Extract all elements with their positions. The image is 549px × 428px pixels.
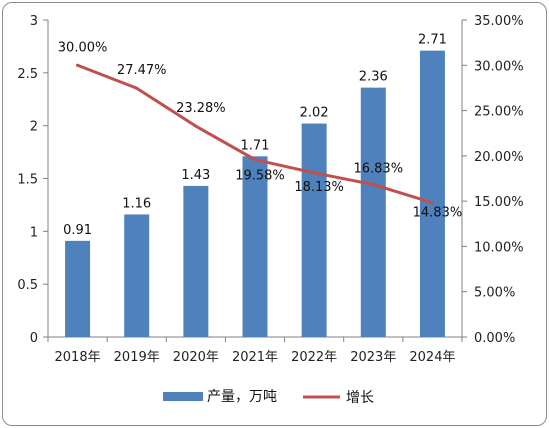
x-tick-label: 2021年 [232,350,278,365]
bar-data-label: 1.43 [181,168,210,183]
legend: 产量，万吨 增长 [163,389,374,406]
line-data-label: 30.00% [58,40,108,55]
left-tick-label: 2.5 [17,67,38,82]
line-point [253,158,257,162]
bar-data-label: 2.02 [300,106,329,121]
right-tick-label: 25.00% [474,105,524,120]
bar [183,185,209,337]
right-tick-label: 0.00% [474,331,515,346]
line-data-label: 27.47% [117,63,167,78]
x-tick-label: 2024年 [409,350,455,365]
right-tick-label: 20.00% [474,150,524,165]
right-tick-label: 10.00% [474,240,524,255]
bar-data-label: 0.91 [63,223,92,238]
bar [242,156,268,337]
left-tick-label: 1 [30,225,38,240]
line-point [76,63,80,67]
legend-bar-label: 产量，万吨 [207,389,277,405]
right-tick-label: 15.00% [474,195,524,210]
line-point [371,183,375,187]
left-tick-label: 2 [30,120,38,135]
x-tick-label: 2019年 [114,350,160,365]
bar-data-label: 2.36 [359,70,388,85]
bar [360,87,386,337]
bar [301,123,327,337]
line-point [194,124,198,128]
left-tick-label: 0 [30,331,38,346]
line-data-label: 16.83% [353,162,403,177]
line-data-label: 19.58% [235,169,285,184]
left-tick-label: 3 [30,14,38,29]
bar-data-label: 2.71 [418,33,447,48]
axes: 00.511.522.530.00%5.00%10.00%15.00%20.00… [17,14,523,365]
x-tick-label: 2018年 [55,350,101,365]
x-tick-label: 2020年 [173,350,219,365]
right-tick-label: 35.00% [474,14,524,29]
x-tick-label: 2022年 [291,350,337,365]
bar [124,214,150,337]
bar [65,240,91,337]
line-series [76,63,434,205]
legend-bar-swatch [163,392,203,401]
line-data-label: 23.28% [176,101,226,116]
data-labels: 0.91 1.16 1.43 1.71 2.02 2.36 2.71 30.00% 27.47%… [58,33,462,238]
right-tick-label: 5.00% [474,286,515,301]
bar-data-label: 1.16 [122,196,151,211]
left-tick-label: 1.5 [17,173,38,188]
right-tick-label: 30.00% [474,59,524,74]
legend-line-label: 增长 [346,390,374,406]
line-point [312,171,316,175]
line-data-label: 14.83% [413,206,463,221]
line-data-label: 18.13% [294,180,344,195]
line-point [430,201,434,205]
bar [419,50,445,337]
line-point [135,86,139,90]
left-tick-label: 0.5 [17,278,38,293]
x-tick-label: 2023年 [350,350,396,365]
bar-data-label: 1.71 [241,138,270,153]
bar-series [65,50,445,337]
